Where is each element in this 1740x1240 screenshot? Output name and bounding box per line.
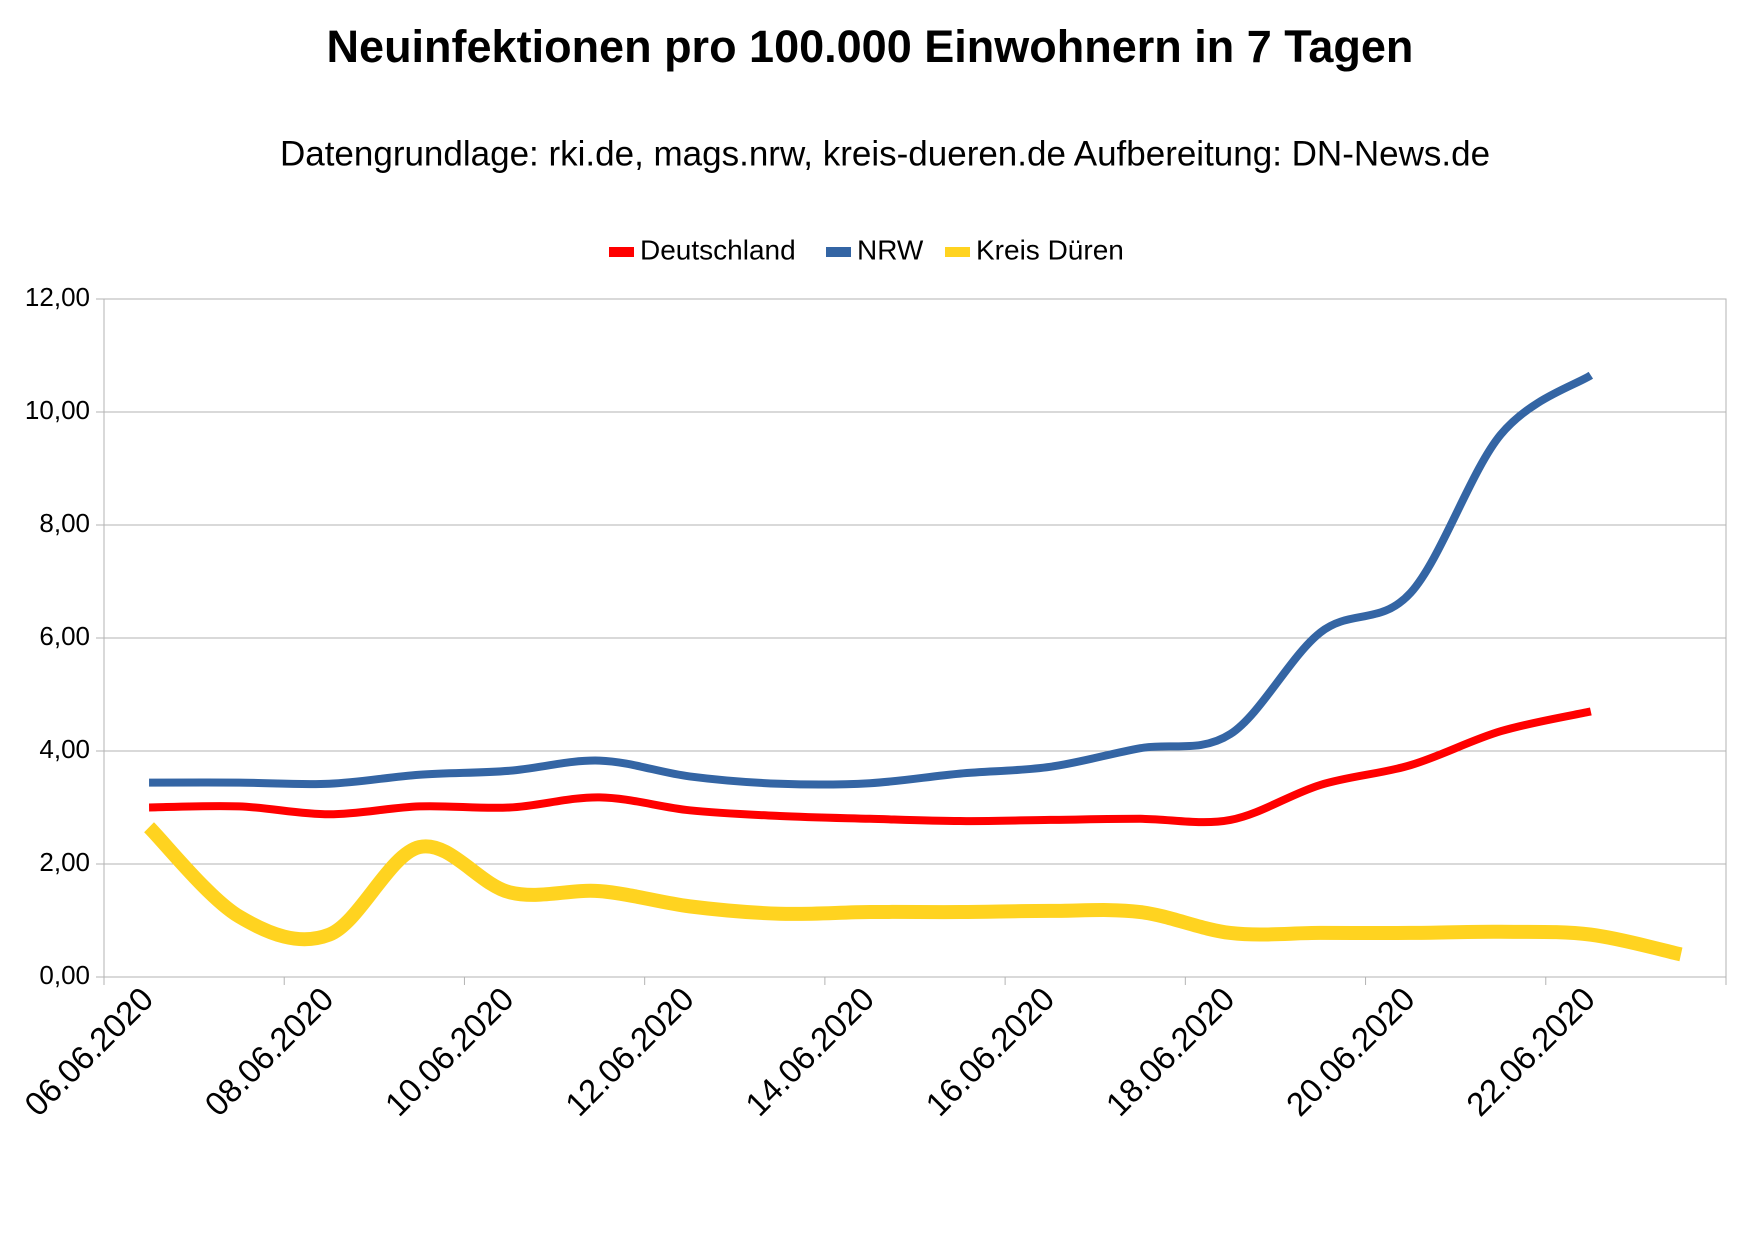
series-line [144, 822, 1683, 962]
x-tick-label: 14.06.2020 [738, 980, 881, 1123]
legend-label: Deutschland [640, 234, 796, 265]
y-tick-label: 2,00 [39, 847, 90, 877]
x-tick-label: 10.06.2020 [378, 980, 521, 1123]
x-tick-label: 12.06.2020 [558, 980, 701, 1123]
series-line [149, 707, 1592, 827]
y-tick-label: 12,00 [25, 282, 90, 312]
legend-label: Kreis Düren [976, 234, 1124, 265]
chart-title: Neuinfektionen pro 100.000 Einwohnern in… [327, 21, 1414, 72]
x-tick-label: 20.06.2020 [1279, 980, 1422, 1123]
x-tick-label: 18.06.2020 [1099, 980, 1242, 1123]
x-tick-label: 22.06.2020 [1459, 980, 1602, 1123]
legend-label: NRW [857, 234, 924, 265]
legend-swatch [945, 247, 970, 257]
y-tick-label: 8,00 [39, 508, 90, 538]
x-tick-label: 16.06.2020 [918, 980, 1061, 1123]
x-tick-label: 06.06.2020 [17, 980, 160, 1123]
y-tick-label: 4,00 [39, 734, 90, 764]
chart-subtitle: Datengrundlage: rki.de, mags.nrw, kreis-… [280, 134, 1490, 173]
y-tick-label: 6,00 [39, 621, 90, 651]
legend-swatch [609, 247, 634, 257]
x-tick-label: 08.06.2020 [197, 980, 340, 1123]
series-line [149, 371, 1594, 789]
y-tick-label: 0,00 [39, 960, 90, 990]
legend-swatch [826, 247, 851, 257]
plot-border [103, 298, 1727, 978]
y-tick-label: 10,00 [25, 395, 90, 425]
